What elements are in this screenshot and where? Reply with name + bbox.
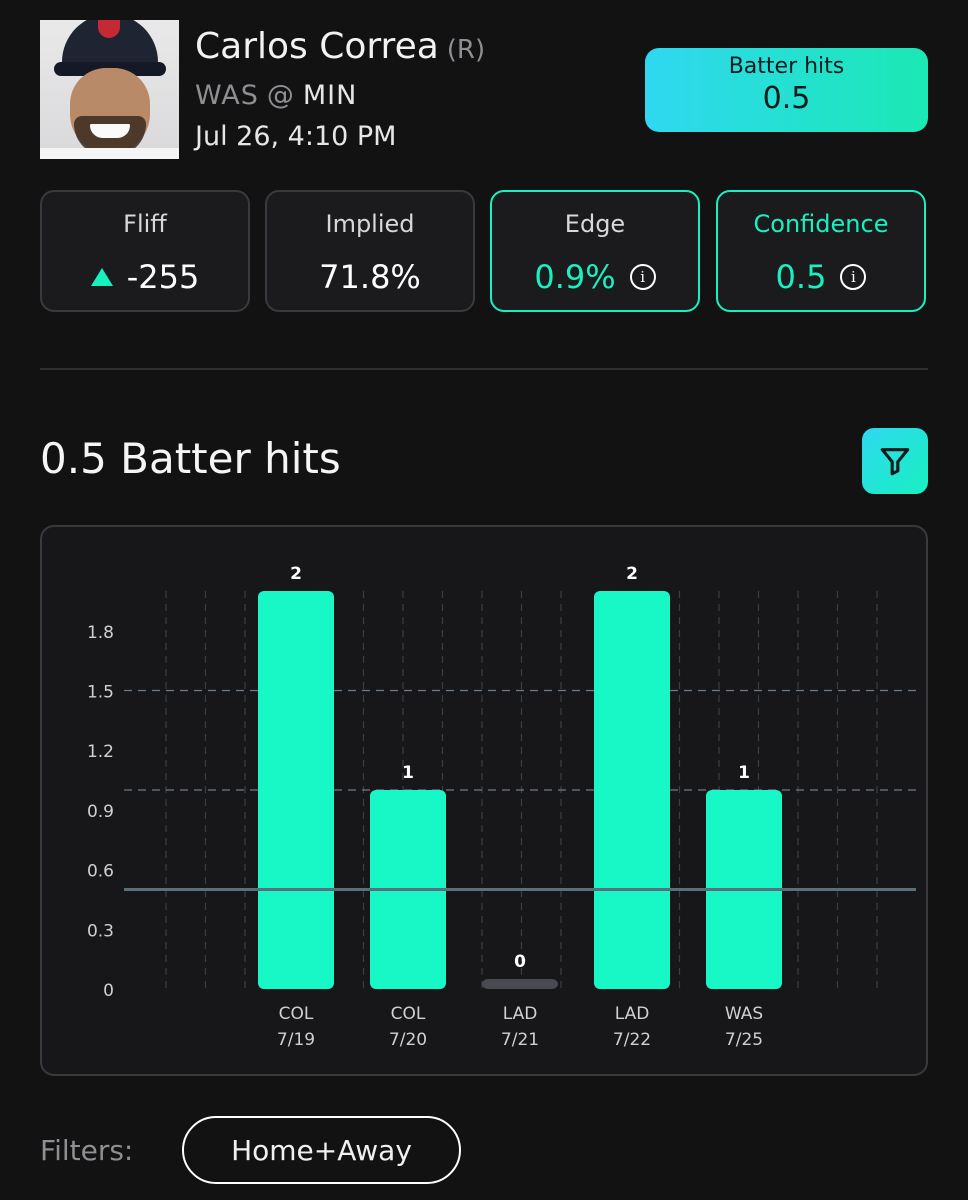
- up-triangle-icon: [90, 268, 113, 286]
- x-tick-label-date: 7/25: [725, 1030, 763, 1050]
- matchup: WAS @ MIN: [195, 80, 357, 111]
- prop-badge[interactable]: Batter hits 0.5: [645, 48, 928, 132]
- bar-value-label: 2: [290, 564, 302, 584]
- info-icon[interactable]: i: [840, 264, 867, 290]
- y-tick-label: 1.2: [87, 742, 114, 762]
- x-tick-label-opponent: LAD: [615, 1004, 650, 1024]
- x-tick-label-opponent: LAD: [503, 1004, 538, 1024]
- info-icon[interactable]: i: [629, 264, 656, 290]
- confidence-title: Confidence: [753, 210, 889, 238]
- fliff-card: Fliff -255: [40, 190, 250, 312]
- x-tick-label-date: 7/21: [501, 1030, 539, 1050]
- y-tick-label: 1.5: [87, 683, 114, 703]
- hits-chart: 0 0.3 0.6 0.9 1.2 1.5 1.8 2 COL 7/19 1 COL 7/20 0 LAD 7…: [40, 525, 928, 1076]
- fliff-value-row: -255: [90, 258, 200, 296]
- bar-value-label: 1: [738, 763, 750, 783]
- y-tick-label: 0.6: [87, 862, 114, 882]
- player-photo: [40, 20, 179, 159]
- funnel-icon: [880, 448, 910, 476]
- home-away-filter-chip[interactable]: Home+Away: [182, 1116, 461, 1184]
- game-datetime: Jul 26, 4:10 PM: [195, 121, 397, 152]
- confidence-value: 0.5: [775, 258, 827, 296]
- implied-card: Implied 71.8%: [265, 190, 475, 312]
- x-tick-label-date: 7/20: [389, 1030, 427, 1050]
- x-tick-label-opponent: COL: [391, 1004, 426, 1024]
- implied-value: 71.8%: [319, 258, 421, 296]
- cap-logo: [98, 20, 120, 38]
- filters-label: Filters:: [40, 1134, 134, 1167]
- x-tick-label-opponent: WAS: [725, 1004, 763, 1024]
- at-symbol: @: [266, 80, 295, 111]
- y-tick-label: 0: [103, 981, 114, 1001]
- x-tick-label-date: 7/19: [277, 1030, 315, 1050]
- bar-value-label: 0: [514, 952, 526, 972]
- home-team: MIN: [302, 80, 358, 111]
- divider: [40, 368, 928, 370]
- filter-button[interactable]: [862, 428, 928, 494]
- prop-value: 0.5: [762, 81, 811, 116]
- batting-hand: (R): [446, 35, 486, 65]
- edge-value-row: 0.9% i: [534, 258, 656, 296]
- prop-label: Batter hits: [728, 54, 845, 79]
- edge-value: 0.9%: [534, 258, 616, 296]
- bar-3: [594, 591, 670, 989]
- smile-shape: [90, 124, 130, 138]
- fliff-title: Fliff: [123, 210, 167, 238]
- x-tick-label-date: 7/22: [613, 1030, 651, 1050]
- away-team: WAS: [195, 80, 259, 111]
- fliff-value: -255: [126, 258, 200, 296]
- confidence-card[interactable]: Confidence 0.5 i: [716, 190, 926, 312]
- bar-value-label: 1: [402, 763, 414, 783]
- chart-canvas: 0 0.3 0.6 0.9 1.2 1.5 1.8 2 COL 7/19 1 COL 7/20 0 LAD 7…: [87, 564, 916, 1050]
- y-tick-label: 0.9: [87, 802, 114, 822]
- bar-0: [258, 591, 334, 989]
- bar-2: [482, 979, 558, 989]
- player-name-row: Carlos Correa (R): [195, 26, 485, 74]
- edge-card[interactable]: Edge 0.9% i: [490, 190, 700, 312]
- player-name: Carlos Correa: [195, 26, 439, 67]
- confidence-value-row: 0.5 i: [776, 258, 867, 296]
- edge-title: Edge: [564, 210, 626, 238]
- y-tick-label: 0.3: [87, 921, 114, 941]
- implied-title: Implied: [325, 210, 415, 238]
- bar-value-label: 2: [626, 564, 638, 584]
- shirt-shape: [40, 148, 179, 159]
- section-title: 0.5 Batter hits: [40, 434, 341, 483]
- y-tick-label: 1.8: [87, 623, 114, 643]
- x-tick-label-opponent: COL: [279, 1004, 314, 1024]
